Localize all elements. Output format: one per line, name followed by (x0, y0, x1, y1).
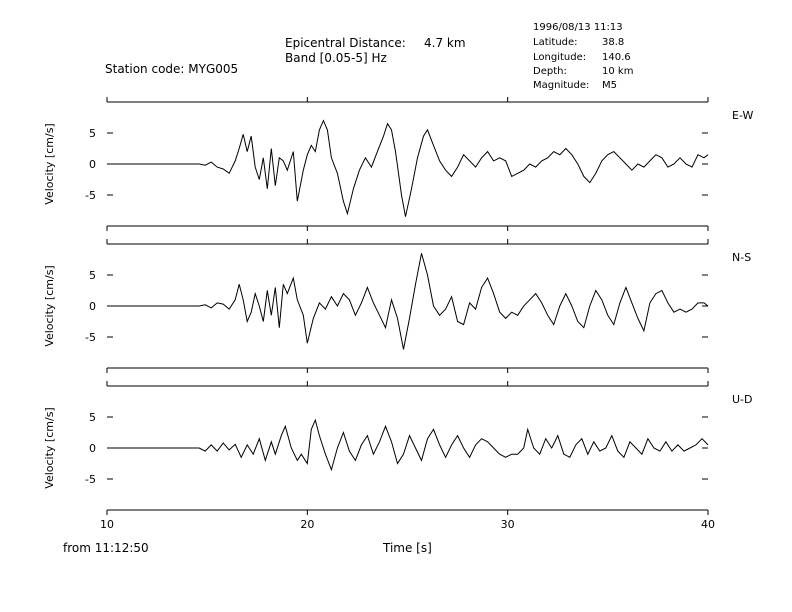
x-tick-label: 30 (501, 518, 515, 531)
component-label-u-d: U-D (732, 393, 753, 406)
magnitude-label: Magnitude: (533, 80, 590, 91)
y-tick-label: 5 (89, 127, 96, 140)
station-code: Station code: MYG005 (105, 62, 239, 76)
component-label-e-w: E-W (732, 109, 753, 122)
epicentral-distance-value: 4.7 km (424, 36, 466, 50)
latitude-value: 38.8 (602, 37, 625, 48)
y-tick-label: 0 (89, 442, 96, 455)
x-tick-label: 40 (701, 518, 715, 531)
x-tick-label: 10 (100, 518, 114, 531)
waveform-e-w (107, 119, 709, 217)
x-axis-label: Time [s] (383, 541, 432, 555)
y-tick-label: 5 (89, 411, 96, 424)
event-time: 1996/08/13 11:13 (533, 22, 623, 33)
longitude-value: 140.6 (602, 52, 631, 63)
y-tick-label: 5 (89, 269, 96, 282)
depth-value: 10 km (602, 66, 634, 77)
y-tick-label: -5 (85, 331, 96, 344)
y-axis-label: Velocity [cm/s] (43, 123, 56, 204)
component-label-n-s: N-S (732, 251, 751, 264)
latitude-label: Latitude: (533, 37, 578, 48)
longitude-label: Longitude: (533, 52, 587, 63)
waveform-n-s (107, 253, 709, 350)
waveform-u-d (107, 418, 709, 472)
magnitude-value: M5 (602, 80, 617, 91)
x-tick-label: 20 (300, 518, 314, 531)
start-time-label: from 11:12:50 (63, 541, 149, 555)
band-label: Band [0.05-5] Hz (285, 51, 387, 65)
y-tick-label: 0 (89, 158, 96, 171)
depth-label: Depth: (533, 66, 567, 77)
y-tick-label: 0 (89, 300, 96, 313)
y-tick-label: -5 (85, 189, 96, 202)
y-axis-label: Velocity [cm/s] (43, 407, 56, 488)
y-axis-label: Velocity [cm/s] (43, 265, 56, 346)
epicentral-distance-label: Epicentral Distance: (285, 36, 406, 50)
y-tick-label: -5 (85, 473, 96, 486)
